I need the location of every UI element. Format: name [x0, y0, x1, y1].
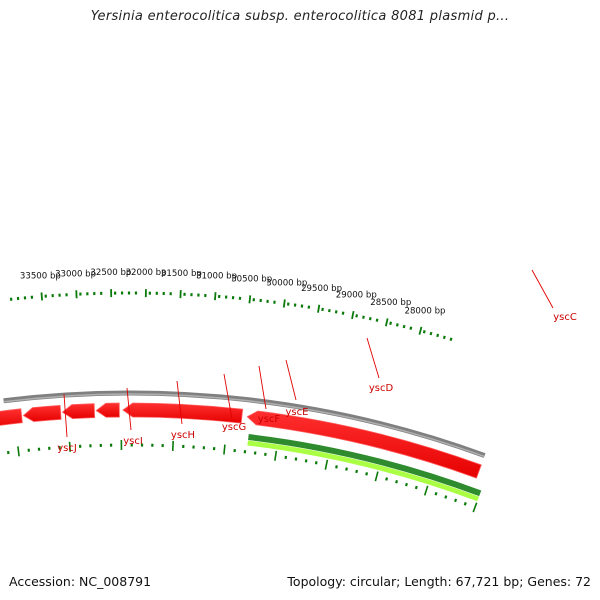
inner-dot — [463, 502, 467, 506]
scale-dot — [321, 307, 324, 312]
inner-dot — [404, 482, 408, 487]
gene-leader-line — [63, 393, 68, 438]
scale-major-tick — [351, 310, 355, 320]
gene-track — [0, 402, 482, 479]
scale-dot — [436, 333, 440, 338]
scale-tick-label: 30000 bp — [266, 279, 307, 289]
scale-tick-label: 30500 bp — [231, 274, 272, 284]
inner-dot — [335, 465, 338, 469]
scale-major-tick — [317, 304, 321, 313]
scale-dot — [368, 316, 372, 321]
inner-major-tick — [472, 502, 478, 513]
gene-label-yscI: yscI — [123, 436, 143, 447]
gene-arrow-yscF[interactable] — [61, 403, 96, 420]
gene-leader-line — [258, 365, 267, 410]
gene-arrow-yscE[interactable] — [95, 402, 120, 418]
scale-dot — [395, 323, 399, 327]
inner-major-tick — [374, 471, 379, 482]
gene-label-yscD: yscD — [369, 383, 394, 394]
inner-major-tick — [274, 450, 278, 461]
scale-major-tick — [214, 292, 217, 301]
scale-tick-label: 33000 bp — [55, 269, 96, 279]
gene-arrow-yscG[interactable] — [22, 404, 62, 422]
inner-dot — [304, 459, 308, 463]
feature-band-light — [247, 440, 479, 502]
backbone-arc — [3, 390, 486, 458]
feature-band-dark — [248, 434, 482, 497]
scale-dot — [449, 337, 453, 342]
scale-major-tick — [418, 326, 423, 335]
scale-dot — [389, 321, 393, 325]
gene-label-yscF: yscF — [258, 414, 281, 425]
gene-leader-line — [531, 269, 554, 309]
inner-major-tick — [223, 444, 226, 455]
inner-dot — [434, 491, 438, 496]
gene-arrow-yscH[interactable] — [0, 408, 23, 429]
scale-major-tick — [384, 318, 389, 327]
inner-dot — [345, 467, 348, 471]
gene-label-yscG: yscG — [222, 422, 246, 433]
inner-dot — [444, 495, 448, 499]
scale-dot — [429, 331, 433, 336]
gene-leader-line — [126, 387, 132, 431]
scale-dot — [402, 324, 406, 329]
plasmid-backbone — [3, 390, 486, 458]
scale-dot — [334, 310, 338, 314]
scale-tick-label: 32500 bp — [90, 268, 131, 278]
scale-tick-label: 29000 bp — [336, 290, 377, 300]
scale-tick-label: 32000 bp — [126, 268, 167, 278]
gene-leader-line — [366, 337, 380, 379]
inner-dot — [454, 498, 458, 503]
backbone-highlight — [3, 393, 485, 458]
inner-dot — [414, 485, 418, 490]
inner-scale-ticks — [6, 440, 478, 513]
scale-dot — [442, 335, 446, 340]
inner-dot — [314, 461, 318, 465]
scale-major-tick — [248, 295, 252, 304]
scale-dot — [375, 318, 379, 322]
inner-dot — [395, 480, 399, 484]
inner-dot — [365, 472, 369, 476]
gene-label-yscE: yscE — [286, 407, 309, 418]
scale-dot — [355, 314, 359, 318]
gene-leader-line — [176, 380, 183, 425]
scale-tick-label: 33500 bp — [20, 272, 61, 282]
gene-leader-line — [285, 359, 297, 401]
inner-major-tick — [17, 446, 20, 457]
scale-tick-label: 31500 bp — [161, 269, 202, 279]
scale-tick-label: 31000 bp — [196, 271, 237, 281]
gene-labels: yscC yscD yscE yscF yscG yscH yscI yscJ — [57, 269, 577, 454]
inner-dot — [385, 477, 389, 481]
inner-major-tick — [68, 441, 71, 452]
gene-leader-line — [223, 373, 233, 420]
inner-dot — [355, 469, 359, 474]
gene-arrow-yscC[interactable] — [246, 410, 482, 479]
scale-dot — [409, 326, 413, 330]
gene-label-yscC: yscC — [553, 312, 577, 323]
scale-dot — [328, 308, 331, 313]
feature-track — [247, 434, 482, 502]
scale-ticks — [9, 289, 453, 342]
scale-major-tick — [40, 292, 43, 301]
map-title: Yersinia enterocolitica subsp. enterocol… — [90, 9, 510, 24]
scale-dot — [362, 315, 365, 319]
scale-major-tick — [282, 299, 286, 308]
scale-dot — [341, 311, 345, 315]
scale-tick-label: 29500 bp — [301, 284, 342, 294]
inner-dot — [294, 457, 298, 461]
inner-major-tick — [423, 485, 429, 496]
accession-text: Accession: NC_008791 — [9, 574, 152, 589]
scale-tick-label: 28000 bp — [405, 306, 446, 316]
gene-label-yscH: yscH — [171, 430, 195, 441]
topology-summary: Topology: circular; Length: 67,721 bp; G… — [287, 574, 591, 589]
scale-dot — [422, 330, 426, 334]
scale-tick-label: 28500 bp — [370, 298, 411, 308]
gene-arrow-yscD[interactable] — [122, 402, 244, 424]
inner-major-tick — [324, 459, 329, 470]
gene-label-yscJ: yscJ — [57, 443, 77, 454]
